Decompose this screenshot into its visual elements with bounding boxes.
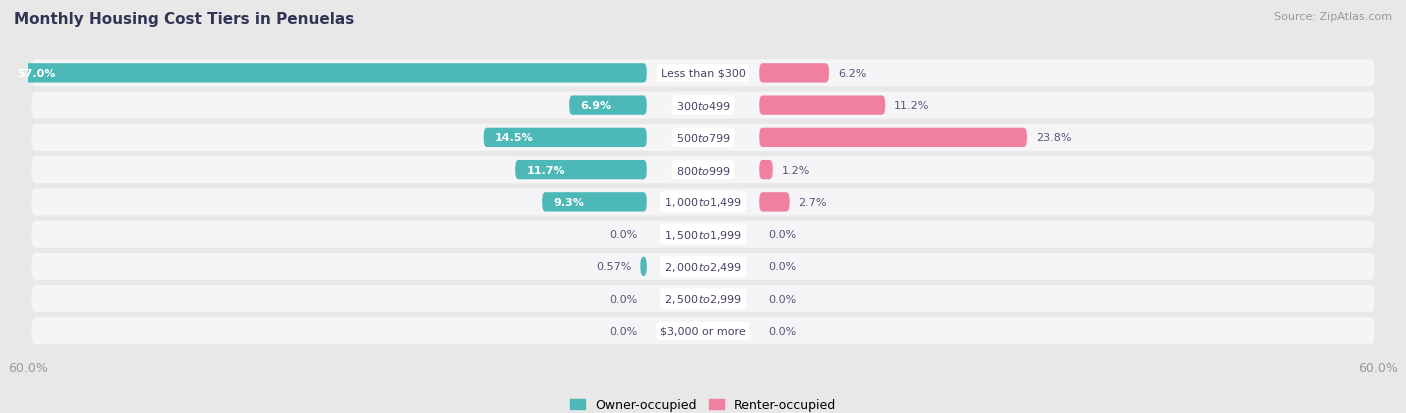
FancyBboxPatch shape	[31, 124, 1375, 152]
FancyBboxPatch shape	[759, 193, 790, 212]
Text: 6.2%: 6.2%	[838, 69, 866, 78]
Text: $500 to $799: $500 to $799	[675, 132, 731, 144]
Legend: Owner-occupied, Renter-occupied: Owner-occupied, Renter-occupied	[565, 393, 841, 413]
FancyBboxPatch shape	[543, 193, 647, 212]
Text: Less than $300: Less than $300	[661, 69, 745, 78]
Text: 0.0%: 0.0%	[610, 326, 638, 336]
FancyBboxPatch shape	[31, 318, 1375, 344]
Text: Source: ZipAtlas.com: Source: ZipAtlas.com	[1274, 12, 1392, 22]
Text: 0.0%: 0.0%	[610, 230, 638, 240]
Text: Monthly Housing Cost Tiers in Penuelas: Monthly Housing Cost Tiers in Penuelas	[14, 12, 354, 27]
Text: $2,000 to $2,499: $2,000 to $2,499	[664, 260, 742, 273]
FancyBboxPatch shape	[31, 93, 1375, 119]
FancyBboxPatch shape	[759, 64, 830, 83]
Text: $800 to $999: $800 to $999	[675, 164, 731, 176]
Text: 0.0%: 0.0%	[768, 294, 796, 304]
Text: 14.5%: 14.5%	[495, 133, 533, 143]
Text: 0.0%: 0.0%	[610, 294, 638, 304]
FancyBboxPatch shape	[569, 96, 647, 116]
FancyBboxPatch shape	[31, 60, 1375, 87]
Text: 1.2%: 1.2%	[782, 165, 810, 175]
Text: 6.9%: 6.9%	[581, 101, 612, 111]
Text: 9.3%: 9.3%	[554, 197, 585, 207]
Text: 57.0%: 57.0%	[17, 69, 55, 78]
Text: 0.0%: 0.0%	[768, 230, 796, 240]
Text: $3,000 or more: $3,000 or more	[661, 326, 745, 336]
FancyBboxPatch shape	[759, 96, 886, 116]
Text: 0.0%: 0.0%	[768, 262, 796, 272]
Text: $1,500 to $1,999: $1,500 to $1,999	[664, 228, 742, 241]
Text: $1,000 to $1,499: $1,000 to $1,499	[664, 196, 742, 209]
FancyBboxPatch shape	[31, 157, 1375, 184]
FancyBboxPatch shape	[31, 221, 1375, 248]
Text: 11.7%: 11.7%	[526, 165, 565, 175]
Text: $300 to $499: $300 to $499	[675, 100, 731, 112]
Text: 0.0%: 0.0%	[768, 326, 796, 336]
Text: 0.57%: 0.57%	[596, 262, 631, 272]
Text: 2.7%: 2.7%	[799, 197, 827, 207]
FancyBboxPatch shape	[515, 161, 647, 180]
FancyBboxPatch shape	[31, 285, 1375, 312]
FancyBboxPatch shape	[484, 128, 647, 148]
Text: $2,500 to $2,999: $2,500 to $2,999	[664, 292, 742, 305]
FancyBboxPatch shape	[31, 189, 1375, 216]
Text: 11.2%: 11.2%	[894, 101, 929, 111]
Text: 23.8%: 23.8%	[1036, 133, 1071, 143]
FancyBboxPatch shape	[6, 64, 647, 83]
FancyBboxPatch shape	[640, 257, 647, 276]
FancyBboxPatch shape	[759, 128, 1026, 148]
FancyBboxPatch shape	[31, 253, 1375, 280]
FancyBboxPatch shape	[759, 161, 773, 180]
